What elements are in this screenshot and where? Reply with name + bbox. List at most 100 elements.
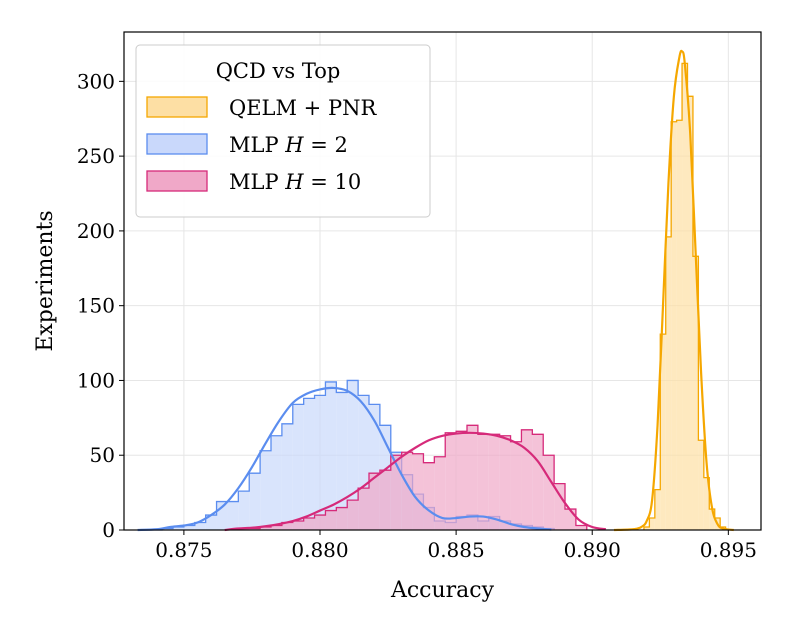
histogram-series: [643, 62, 727, 531]
y-tick-label: 300: [77, 69, 115, 93]
histogram-bar: [292, 521, 304, 530]
histogram-bar: [173, 527, 184, 530]
x-tick-label: 0.875: [155, 538, 212, 562]
histogram-bar: [303, 398, 315, 530]
histogram-bar: [325, 381, 337, 530]
histogram-bar: [660, 334, 666, 530]
x-tick-label: 0.885: [427, 538, 484, 562]
plot-frame: [123, 31, 762, 531]
histogram-bar: [412, 453, 424, 530]
legend-label: QELM + PNR: [229, 96, 377, 120]
legend-swatch: [146, 96, 208, 118]
histogram-bar: [521, 429, 533, 530]
histogram-bar: [303, 518, 315, 530]
histogram-bar: [347, 380, 359, 530]
histogram-bar: [643, 527, 650, 530]
x-tick-label: 0.880: [291, 538, 348, 562]
histogram-bar: [445, 432, 457, 530]
histogram-bar: [314, 515, 326, 530]
histogram-bar: [249, 473, 261, 530]
histogram-bar: [227, 501, 239, 530]
histogram-bar: [682, 63, 688, 531]
histogram-bar: [499, 435, 511, 530]
histogram-bar: [358, 395, 369, 530]
histogram-bar: [467, 425, 478, 530]
legend-entry: MLP H = 10: [146, 170, 361, 194]
x-axis-label: Accuracy: [390, 578, 495, 603]
histogram-bar: [347, 500, 359, 530]
histogram-bar: [510, 441, 522, 530]
y-tick-label: 0: [102, 518, 115, 542]
legend-box: [135, 44, 431, 218]
histogram-bar: [238, 491, 250, 530]
histogram-bar: [281, 522, 293, 530]
legend-label: MLP H = 2: [229, 133, 348, 157]
histogram-bar: [554, 483, 565, 530]
x-axis-ticks: 0.875 0.880 0.885 0.890 0.895: [155, 530, 757, 562]
legend: QCD vs Top QELM + PNR MLP H = 2 MLP H = 10: [135, 44, 431, 218]
y-axis-ticks: 0 50 100 150 200 250 300: [77, 69, 124, 542]
histogram-bar: [649, 518, 655, 530]
histogram-outline: [237, 424, 588, 530]
y-tick-label: 50: [90, 443, 115, 467]
histogram-bar: [336, 507, 348, 530]
y-tick-label: 100: [77, 368, 115, 392]
histogram-bar: [565, 509, 576, 530]
histogram-bar: [390, 455, 402, 530]
histogram-bar: [676, 120, 683, 530]
histogram-bar: [162, 528, 173, 530]
histogram-bar: [369, 473, 380, 530]
histogram-bar: [456, 431, 467, 530]
histogram-bar: [271, 525, 282, 530]
histogram-bar: [292, 404, 304, 530]
y-tick-label: 150: [77, 294, 115, 318]
histogram-layer: [140, 62, 727, 531]
histogram-bar: [194, 522, 206, 530]
histogram-bar: [401, 452, 413, 530]
legend-swatch: [146, 170, 208, 192]
kde-layer: [137, 49, 734, 532]
histogram-bar: [358, 488, 369, 530]
histogram-bar: [488, 434, 500, 530]
histogram-bar: [575, 525, 587, 530]
histogram-bar: [369, 404, 380, 530]
legend-swatch: [146, 133, 208, 155]
y-axis-label: Experiments: [33, 210, 58, 351]
histogram-bar: [260, 450, 271, 530]
x-tick-label: 0.890: [564, 538, 621, 562]
histogram-bar: [379, 470, 391, 530]
histogram-bar: [216, 501, 228, 530]
histogram-series: [237, 424, 588, 530]
histogram-bar: [205, 515, 217, 530]
histogram-bar: [314, 395, 326, 530]
histogram-bar: [687, 96, 693, 530]
histogram-bar: [654, 489, 661, 530]
histogram-bar: [671, 121, 677, 530]
histogram-bar: [183, 525, 195, 530]
kde-curve: [137, 386, 552, 532]
histogram-bar: [703, 477, 710, 530]
x-tick-label: 0.895: [700, 538, 757, 562]
histogram-bar: [477, 434, 489, 530]
histogram-bar: [271, 435, 282, 530]
y-tick-label: 200: [77, 219, 115, 243]
histogram-bar: [665, 236, 672, 531]
histogram-bar: [423, 462, 435, 530]
legend-label: MLP H = 10: [229, 170, 361, 194]
y-tick-label: 250: [77, 144, 115, 168]
histogram-bar: [692, 256, 699, 530]
histogram-bar: [709, 509, 715, 530]
histogram-bar: [434, 456, 446, 530]
legend-title: QCD vs Top: [216, 59, 341, 83]
histogram-bar: [336, 392, 348, 530]
legend-entry: QELM + PNR: [146, 96, 377, 120]
histogram-bar: [543, 455, 555, 530]
legend-items: QELM + PNR MLP H = 2 MLP H = 10: [146, 96, 377, 194]
histogram-bar: [281, 423, 293, 530]
histogram-bar: [260, 527, 271, 530]
kde-curve: [224, 431, 607, 532]
histogram-bar: [249, 528, 261, 530]
histogram-bar: [325, 510, 337, 530]
legend-entry: MLP H = 2: [146, 133, 348, 157]
